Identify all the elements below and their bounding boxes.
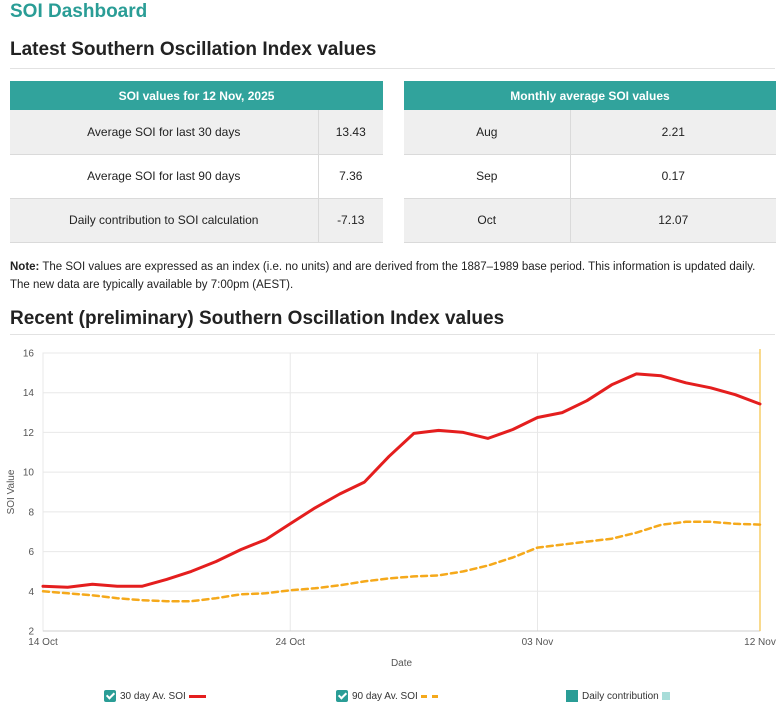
latest-values-heading: Latest Southern Oscillation Index values xyxy=(10,39,377,60)
y-tick-label: 12 xyxy=(23,428,35,439)
row-month: Sep xyxy=(404,154,570,199)
row-label: Daily contribution to SOI calculation xyxy=(10,198,318,243)
note: Note: The SOI values are expressed as an… xyxy=(10,258,777,294)
y-tick-label: 8 xyxy=(28,507,34,518)
x-tick-label: 14 Oct xyxy=(28,637,58,648)
legend-label: 90 day Av. SOI xyxy=(352,690,418,702)
monthly-soi-table: Monthly average SOI values Aug 2.21 Sep … xyxy=(404,81,776,243)
x-tick-label: 12 Nov xyxy=(744,637,776,648)
monthly-table-header: Monthly average SOI values xyxy=(404,81,776,110)
y-tick-label: 10 xyxy=(23,468,35,479)
row-value: 0.17 xyxy=(569,154,776,199)
daily-table-header: SOI values for 12 Nov, 2025 xyxy=(10,81,383,110)
row-value: 2.21 xyxy=(569,110,776,155)
table-row: Aug 2.21 xyxy=(404,110,776,155)
y-tick-label: 4 xyxy=(28,587,34,598)
checkbox-unchecked-icon[interactable] xyxy=(566,690,578,702)
checkbox-checked-icon[interactable] xyxy=(104,690,116,702)
row-label: Average SOI for last 30 days xyxy=(10,110,318,155)
y-tick-label: 2 xyxy=(28,627,34,638)
divider xyxy=(10,334,775,335)
square-swatch-icon xyxy=(661,692,670,700)
checkbox-checked-icon[interactable] xyxy=(336,690,348,702)
y-tick-label: 6 xyxy=(28,547,34,558)
row-month: Oct xyxy=(404,198,570,243)
y-axis-label: SOI Value xyxy=(6,469,17,514)
series-line-30-day xyxy=(41,372,762,589)
legend-label: 30 day Av. SOI xyxy=(120,690,186,702)
legend-label: Daily contribution xyxy=(582,690,659,702)
solid-line-swatch-icon xyxy=(188,694,206,698)
legend-item-daily-contribution[interactable]: Daily contribution xyxy=(566,690,670,702)
table-row: Oct 12.07 xyxy=(404,198,776,243)
chart-axes: 2 4 6 8 10 12 14 16 14 Oct 24 Oct 03 Nov 12 Nov xyxy=(23,349,776,649)
table-row: Average SOI for last 30 days 13.43 xyxy=(10,110,383,155)
legend-item-90-day[interactable]: 90 day Av. SOI xyxy=(336,690,438,702)
chart-grid xyxy=(42,352,761,632)
legend-item-30-day[interactable]: 30 day Av. SOI xyxy=(104,690,206,702)
row-value: -7.13 xyxy=(317,198,383,243)
daily-soi-table: SOI values for 12 Nov, 2025 Average SOI … xyxy=(10,81,383,243)
y-tick-label: 16 xyxy=(23,349,35,360)
series-line-90-day xyxy=(41,520,762,603)
x-axis-label: Date xyxy=(391,658,413,669)
note-text: The SOI values are expressed as an index… xyxy=(10,261,756,291)
x-tick-label: 24 Oct xyxy=(276,637,306,648)
y-tick-label: 14 xyxy=(23,388,35,399)
table-row: Sep 0.17 xyxy=(404,154,776,199)
x-tick-label: 03 Nov xyxy=(522,637,554,648)
note-label: Note: xyxy=(10,261,40,273)
soi-line-chart: 2 4 6 8 10 12 14 16 14 Oct 24 Oct 03 Nov 12 Nov SOI… xyxy=(6,349,776,670)
chart-marks xyxy=(41,349,762,631)
divider xyxy=(10,68,775,69)
row-value: 7.36 xyxy=(317,154,383,199)
row-value: 12.07 xyxy=(569,198,776,243)
plot-frame xyxy=(42,352,761,632)
recent-values-heading: Recent (preliminary) Southern Oscillatio… xyxy=(10,308,505,329)
dashed-line-swatch-icon xyxy=(420,694,438,698)
row-month: Aug xyxy=(404,110,570,155)
table-row: Daily contribution to SOI calculation -7… xyxy=(10,198,383,243)
table-row: Average SOI for last 90 days 7.36 xyxy=(10,154,383,199)
app-title: SOI Dashboard xyxy=(10,1,148,22)
row-label: Average SOI for last 90 days xyxy=(10,154,318,199)
row-value: 13.43 xyxy=(317,110,383,155)
